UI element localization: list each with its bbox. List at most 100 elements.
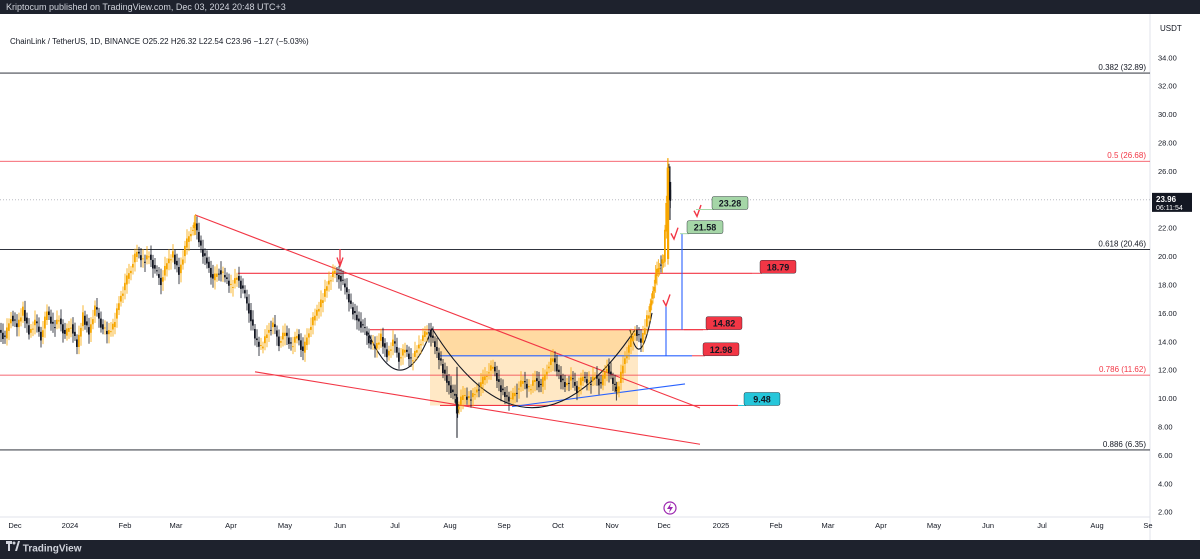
candle-body <box>484 376 486 381</box>
fib-label: 0.382 (32.89) <box>1098 63 1146 72</box>
candle-body <box>410 357 412 359</box>
price-axis[interactable] <box>1150 14 1200 540</box>
candle-body <box>170 259 172 261</box>
candle-body <box>348 293 350 303</box>
y-tick-label: 34.00 <box>1158 53 1177 62</box>
candle-body <box>366 331 368 336</box>
candle-body <box>412 360 414 362</box>
candle-body <box>278 336 280 347</box>
candle-body <box>368 335 370 344</box>
candle-body <box>230 283 232 285</box>
candle-body <box>580 377 582 386</box>
candle-body <box>330 280 332 282</box>
candle-body <box>506 395 508 397</box>
candle-body <box>402 349 404 356</box>
candle-body <box>548 366 550 369</box>
candle-body <box>644 328 646 335</box>
candle-body <box>38 326 40 332</box>
candle-body <box>658 268 661 270</box>
candle-body <box>492 366 494 369</box>
candle-body <box>34 319 36 326</box>
candle-body <box>426 332 428 335</box>
candle-body <box>669 181 672 200</box>
candle-body <box>134 253 136 263</box>
candle-body <box>500 385 502 393</box>
chart-area[interactable]: 0.382 (32.89) 0.5 (26.68) 0.618 (20.46) 0.7… <box>0 14 1200 540</box>
candle-body <box>344 283 346 288</box>
candle-body <box>214 273 216 281</box>
candle-body <box>662 261 665 263</box>
candle-body <box>564 382 566 388</box>
candle-body <box>102 324 104 330</box>
candle-body <box>154 265 156 269</box>
candle-body <box>616 389 619 391</box>
candle-body <box>36 321 38 324</box>
footer-bar: TradingView <box>0 540 1200 558</box>
y-tick-label: 22.00 <box>1158 224 1177 233</box>
blue-rising-line <box>511 383 686 408</box>
candle-body <box>294 336 296 343</box>
candle-body <box>396 346 398 353</box>
y-tick-label: 20.00 <box>1158 252 1177 261</box>
candle-body <box>340 275 342 282</box>
candle-body <box>224 275 226 278</box>
candle-body <box>490 365 492 371</box>
candle-body <box>290 342 292 344</box>
candle-body <box>164 265 166 276</box>
candle-body <box>92 319 94 325</box>
candle-body <box>606 368 608 373</box>
candle-body <box>476 389 478 393</box>
y-tick-label: 32.00 <box>1158 82 1177 91</box>
candle-body <box>653 286 656 292</box>
fib-label: 0.786 (11.62) <box>1099 365 1146 374</box>
x-tick-label: Feb <box>770 521 783 530</box>
candle-body <box>350 300 352 304</box>
candle-body <box>248 303 250 314</box>
candle-body <box>650 300 653 306</box>
price-label-text: 21.58 <box>694 223 717 233</box>
candle-body <box>326 286 328 291</box>
candle-body <box>504 391 506 397</box>
candle-body <box>436 346 438 351</box>
descending-trendline-upper <box>194 214 701 409</box>
candle-body <box>352 307 354 315</box>
candle-body <box>194 223 197 226</box>
candle-body <box>552 358 554 362</box>
candle-body <box>448 381 450 386</box>
candle-body <box>540 383 542 386</box>
candle-body <box>526 383 528 389</box>
lightning-icon[interactable] <box>663 501 677 515</box>
candle-body <box>302 346 304 351</box>
candle-body <box>530 389 532 391</box>
candle-body <box>68 328 70 332</box>
price-label-box <box>686 220 724 234</box>
candle-body <box>226 277 228 280</box>
candle-body <box>502 388 504 391</box>
candle-body <box>360 321 362 328</box>
candle-body <box>180 264 182 274</box>
y-tick-label: 8.00 <box>1158 423 1173 432</box>
candle-body <box>222 271 224 273</box>
candle-body <box>58 320 60 322</box>
candle-body <box>250 310 252 322</box>
candle-body <box>474 394 476 396</box>
candle-body <box>434 341 436 347</box>
y-tick-label: 16.00 <box>1158 309 1177 318</box>
candle-body <box>546 371 548 375</box>
candle-body <box>376 342 378 349</box>
candle-body <box>62 324 64 334</box>
last-price-box <box>1152 192 1192 212</box>
candle-body <box>458 406 460 410</box>
candle-body <box>306 337 308 346</box>
price-chart[interactable]: 0.382 (32.89) 0.5 (26.68) 0.618 (20.46) 0.7… <box>0 14 1200 540</box>
candle-body <box>542 377 544 387</box>
candle-body <box>482 376 484 384</box>
price-label-box <box>702 342 740 356</box>
candle-body <box>64 329 66 334</box>
candle-body <box>528 386 530 388</box>
candle-body <box>468 396 470 399</box>
candle-body <box>186 238 188 248</box>
candle-body <box>48 311 50 315</box>
candle-body <box>604 372 606 379</box>
